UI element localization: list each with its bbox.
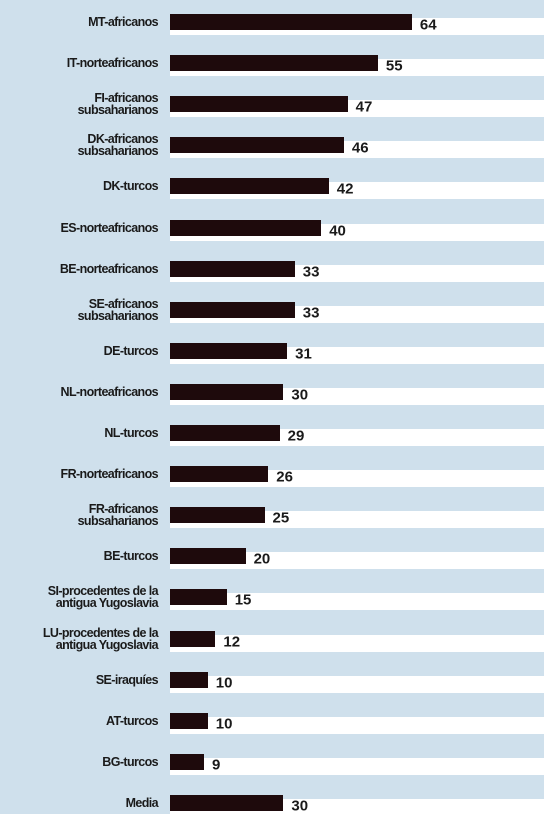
value-label: 12 <box>223 633 241 650</box>
bar <box>170 137 344 154</box>
category-label: FR-norteafricanos <box>60 467 159 482</box>
bar <box>170 301 295 318</box>
bar <box>170 383 284 400</box>
row-band <box>170 716 544 734</box>
value-label: 47 <box>355 98 373 116</box>
category-label: DE-turcos <box>103 343 159 358</box>
row-band <box>170 675 544 693</box>
value-label: 64 <box>419 16 437 34</box>
category-label: NL-turcos <box>104 426 158 440</box>
value-label: 10 <box>215 715 233 733</box>
value-label: 15 <box>234 591 252 609</box>
category-label: FI-africanos subsaharianos <box>77 91 159 118</box>
category-label: DK-turcos <box>102 179 159 194</box>
value-label: 25 <box>272 509 290 527</box>
bar <box>170 507 265 524</box>
value-label: 40 <box>329 222 346 239</box>
category-label: NL-norteafricanos <box>60 384 159 399</box>
bar <box>170 219 322 236</box>
category-label: AT-turcos <box>105 713 159 728</box>
bar <box>170 794 284 811</box>
category-label: SE-iraquíes <box>95 672 159 687</box>
bar <box>170 425 280 441</box>
category-label: BE-norteafricanos <box>59 261 159 276</box>
bar <box>170 548 246 565</box>
category-label: LU-procedentes de la antigua Yugoslavia <box>42 625 159 652</box>
bar <box>170 712 208 729</box>
category-label: SI-procedentes de la antigua Yugoslavia <box>47 584 159 611</box>
value-label: 26 <box>276 468 293 486</box>
category-label: ES-norteafricanos <box>60 220 159 235</box>
category-label: SE-africanos subsaharianos <box>77 296 159 323</box>
bar <box>170 178 329 195</box>
bar <box>170 96 348 113</box>
category-label: DK-africanos subsaharianos <box>77 132 159 159</box>
value-label: 55 <box>385 57 403 75</box>
bar <box>170 260 295 277</box>
bar <box>170 466 269 483</box>
bar <box>170 753 205 770</box>
value-label: 31 <box>295 345 312 363</box>
value-label: 30 <box>291 797 309 814</box>
value-label: 42 <box>336 180 354 198</box>
row-band <box>170 593 544 611</box>
value-label: 33 <box>302 304 320 322</box>
row-band <box>170 634 544 652</box>
bar <box>170 55 378 72</box>
value-label: 10 <box>215 674 233 692</box>
category-label: IT-norteafricanos <box>66 56 159 71</box>
bar <box>170 671 208 688</box>
value-label: 33 <box>302 263 320 281</box>
category-label: BE-turcos <box>103 549 159 564</box>
bar <box>170 14 412 30</box>
bar <box>170 342 288 359</box>
value-label: 9 <box>212 756 221 774</box>
category-label: BG-turcos <box>102 754 158 769</box>
category-label: Media <box>125 795 159 810</box>
value-label: 29 <box>287 427 305 445</box>
value-label: 46 <box>351 139 369 157</box>
category-label: MT-africanos <box>88 15 159 29</box>
value-label: 20 <box>253 550 271 568</box>
row-band <box>170 757 544 775</box>
bar <box>170 630 216 647</box>
row-band <box>170 552 544 570</box>
value-label: 30 <box>291 386 309 404</box>
bar <box>170 589 227 606</box>
category-label: FR-africanos subsaharianos <box>77 502 159 529</box>
